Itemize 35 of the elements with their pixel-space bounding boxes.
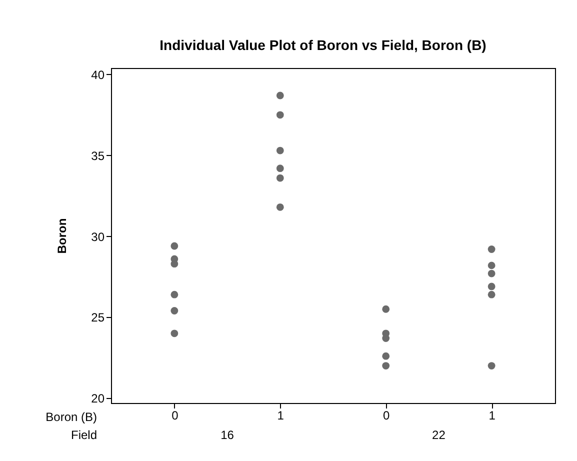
point xyxy=(276,111,284,119)
point xyxy=(382,362,390,370)
point xyxy=(276,92,284,100)
point xyxy=(488,290,496,298)
point xyxy=(170,290,178,298)
point xyxy=(170,330,178,338)
point xyxy=(170,242,178,250)
point xyxy=(488,246,496,253)
x-tick-label: 0 xyxy=(172,408,179,422)
y-tick-label: 20 xyxy=(91,392,105,406)
x-axis-title: Boron (B) xyxy=(46,410,97,424)
point xyxy=(276,164,284,172)
y-axis-title: Boron xyxy=(55,218,70,254)
point xyxy=(382,305,390,313)
point xyxy=(170,307,178,314)
point xyxy=(382,352,390,360)
point xyxy=(488,282,496,290)
text: 22 xyxy=(432,428,446,442)
point xyxy=(276,146,284,154)
y-tick-label: 40 xyxy=(91,68,105,82)
chart-title: Individual Value Plot of Boron vs Field, Boron (B) xyxy=(160,37,486,53)
text: Field xyxy=(70,428,97,442)
point xyxy=(276,174,284,182)
point xyxy=(276,203,284,211)
text: 16 xyxy=(220,428,234,442)
y-tick-label: 35 xyxy=(91,148,105,163)
point xyxy=(382,334,390,342)
point xyxy=(488,270,496,278)
x-tick-label: 0 xyxy=(383,408,390,422)
point xyxy=(488,362,496,370)
point xyxy=(488,262,496,270)
x-tick-label: 1 xyxy=(277,408,284,422)
y-tick-label: 30 xyxy=(91,230,105,244)
x-tick-label: 1 xyxy=(488,408,496,422)
y-tick-label: 25 xyxy=(91,310,105,325)
